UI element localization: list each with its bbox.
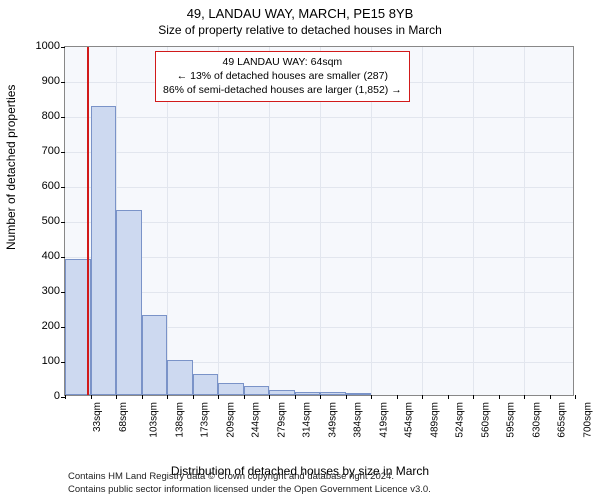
gridline-h: [65, 152, 573, 153]
footer-line-2: Contains public sector information licen…: [68, 484, 431, 496]
ytick-label: 800: [30, 110, 60, 122]
ytick-label: 600: [30, 180, 60, 192]
xtick-label: 209sqm: [225, 402, 236, 438]
histogram-bar: [269, 390, 295, 395]
xtick-mark: [244, 395, 245, 399]
ytick-mark: [61, 82, 65, 83]
ytick-label: 1000: [30, 40, 60, 52]
xtick-label: 68sqm: [118, 402, 129, 432]
xtick-label: 419sqm: [378, 402, 389, 438]
gridline-v: [422, 47, 423, 395]
xtick-label: 595sqm: [506, 402, 517, 438]
ytick-label: 0: [30, 390, 60, 402]
xtick-label: 384sqm: [353, 402, 364, 438]
xtick-label: 138sqm: [174, 402, 185, 438]
histogram-bar: [142, 315, 168, 396]
annotation-box: 49 LANDAU WAY: 64sqm← 13% of detached ho…: [155, 51, 410, 102]
ytick-mark: [61, 222, 65, 223]
histogram-bar: [346, 393, 372, 395]
xtick-mark: [575, 395, 576, 399]
histogram-bar: [295, 392, 321, 396]
page-subtitle: Size of property relative to detached ho…: [0, 23, 600, 37]
gridline-h: [65, 187, 573, 188]
xtick-mark: [524, 395, 525, 399]
xtick-mark: [91, 395, 92, 399]
histogram-bar: [320, 392, 346, 395]
y-axis-label: Number of detached properties: [4, 85, 18, 250]
xtick-mark: [65, 395, 66, 399]
ytick-label: 500: [30, 215, 60, 227]
xtick-mark: [142, 395, 143, 399]
gridline-v: [524, 47, 525, 395]
xtick-label: 33sqm: [92, 402, 103, 432]
xtick-label: 560sqm: [480, 402, 491, 438]
xtick-mark: [371, 395, 372, 399]
annotation-line: 86% of semi-detached houses are larger (…: [163, 83, 402, 97]
marker-line: [87, 47, 89, 395]
xtick-label: 349sqm: [327, 402, 338, 438]
ytick-mark: [61, 117, 65, 118]
xtick-mark: [320, 395, 321, 399]
footer-line-1: Contains HM Land Registry data © Crown c…: [68, 471, 431, 483]
histogram-bar: [91, 106, 117, 395]
xtick-label: 314sqm: [302, 402, 313, 438]
ytick-mark: [61, 152, 65, 153]
xtick-mark: [269, 395, 270, 399]
footer: Contains HM Land Registry data © Crown c…: [68, 471, 431, 496]
xtick-mark: [295, 395, 296, 399]
xtick-label: 454sqm: [404, 402, 415, 438]
annotation-line: ← 13% of detached houses are smaller (28…: [163, 69, 402, 83]
gridline-h: [65, 117, 573, 118]
ytick-label: 400: [30, 250, 60, 262]
ytick-label: 300: [30, 285, 60, 297]
ytick-label: 900: [30, 75, 60, 87]
ytick-label: 700: [30, 145, 60, 157]
histogram-bar: [167, 360, 193, 395]
annotation-line: 49 LANDAU WAY: 64sqm: [163, 55, 402, 69]
xtick-mark: [422, 395, 423, 399]
xtick-label: 524sqm: [455, 402, 466, 438]
xtick-label: 630sqm: [531, 402, 542, 438]
ytick-label: 100: [30, 355, 60, 367]
ytick-mark: [61, 187, 65, 188]
histogram-bar: [116, 210, 142, 396]
ytick-label: 200: [30, 320, 60, 332]
xtick-mark: [499, 395, 500, 399]
gridline-v: [473, 47, 474, 395]
xtick-mark: [116, 395, 117, 399]
xtick-mark: [193, 395, 194, 399]
xtick-label: 103sqm: [149, 402, 160, 438]
xtick-label: 173sqm: [200, 402, 211, 438]
xtick-mark: [167, 395, 168, 399]
xtick-mark: [473, 395, 474, 399]
xtick-label: 279sqm: [276, 402, 287, 438]
histogram-bar: [218, 383, 244, 395]
xtick-label: 244sqm: [251, 402, 262, 438]
ytick-mark: [61, 47, 65, 48]
xtick-label: 700sqm: [582, 402, 593, 438]
xtick-label: 665sqm: [557, 402, 568, 438]
histogram-bar: [244, 386, 270, 395]
page-title: 49, LANDAU WAY, MARCH, PE15 8YB: [0, 6, 600, 21]
xtick-mark: [550, 395, 551, 399]
xtick-mark: [218, 395, 219, 399]
plot-area: 49 LANDAU WAY: 64sqm← 13% of detached ho…: [64, 46, 574, 396]
histogram-bar: [193, 374, 219, 395]
xtick-mark: [448, 395, 449, 399]
chart: 49 LANDAU WAY: 64sqm← 13% of detached ho…: [64, 46, 574, 426]
xtick-mark: [346, 395, 347, 399]
xtick-mark: [397, 395, 398, 399]
xtick-label: 489sqm: [429, 402, 440, 438]
